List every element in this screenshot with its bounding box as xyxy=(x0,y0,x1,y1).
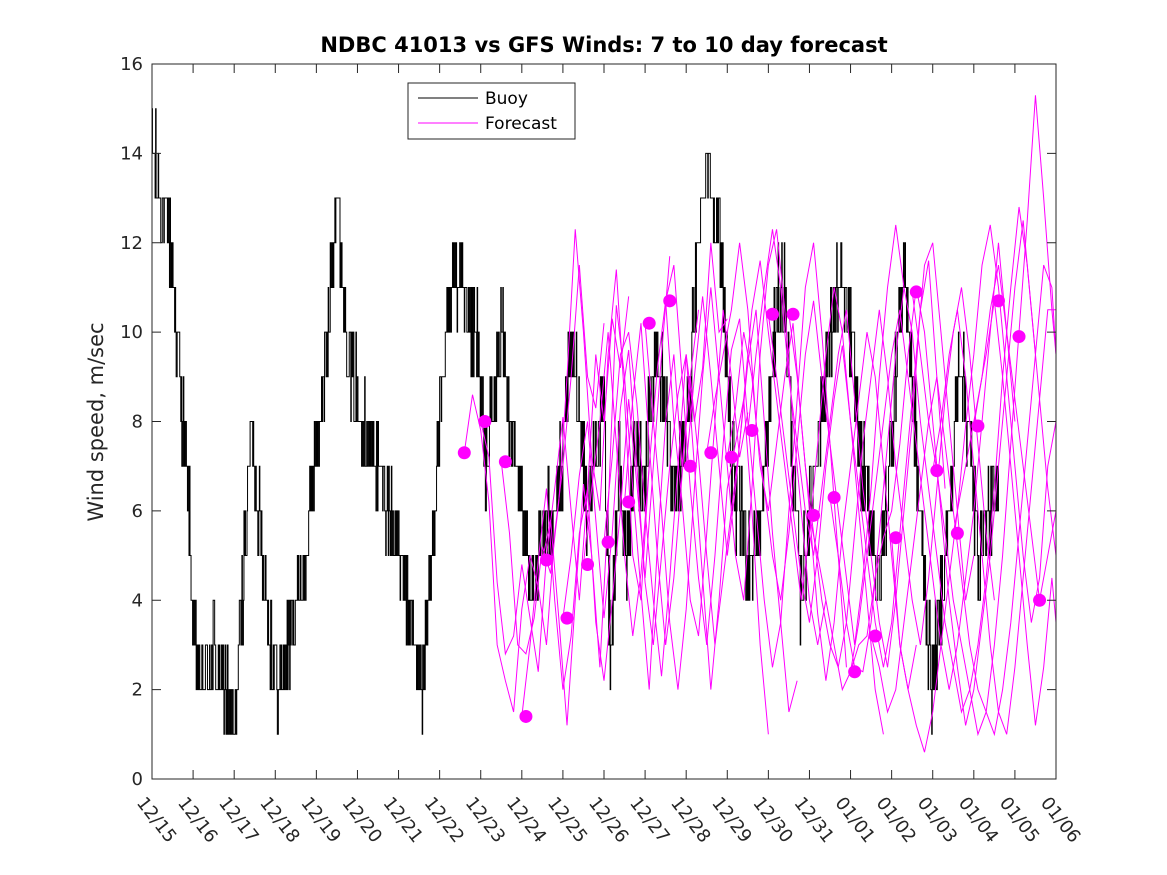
y-tick-label: 4 xyxy=(132,590,143,611)
forecast-line-5 xyxy=(541,305,700,726)
forecast-line-17 xyxy=(788,287,995,670)
y-tick-label: 8 xyxy=(132,412,143,433)
forecast-marker xyxy=(519,709,533,723)
forecast-marker xyxy=(827,490,841,504)
forecast-marker xyxy=(991,294,1005,308)
forecast-line-22 xyxy=(891,224,1057,753)
forecast-line-11 xyxy=(665,242,847,668)
y-tick-label: 10 xyxy=(120,322,143,343)
forecast-marker xyxy=(683,459,697,473)
forecast-marker xyxy=(786,307,800,321)
forecast-marker xyxy=(478,415,492,428)
legend-box xyxy=(407,82,576,140)
y-tick-label: 2 xyxy=(132,680,143,701)
forecast-marker xyxy=(539,553,553,567)
forecast-line-8 xyxy=(603,331,769,735)
forecast-marker xyxy=(909,285,923,299)
forecast-marker xyxy=(663,294,677,308)
forecast-line-2 xyxy=(480,296,630,672)
legend-buoy-label: Buoy xyxy=(485,89,528,109)
forecast-line-25 xyxy=(952,300,1057,726)
forecast-line-19 xyxy=(829,206,1036,714)
forecast-line-14 xyxy=(726,323,917,690)
forecast-line-20 xyxy=(850,220,1057,726)
forecast-line-21 xyxy=(870,264,1057,737)
forecast-marker xyxy=(704,446,718,460)
y-axis-ticks: 0 2 4 6 8 10 12 14 16 xyxy=(120,54,1056,790)
forecast-marker xyxy=(622,495,636,509)
forecast-marker xyxy=(1033,593,1047,607)
legend: Buoy Forecast xyxy=(407,82,576,140)
y-axis-label: Wind speed, m/sec xyxy=(84,322,108,521)
forecast-marker xyxy=(971,419,985,433)
forecast-marker xyxy=(560,611,574,625)
forecast-marker xyxy=(457,446,471,460)
forecast-marker xyxy=(601,535,615,549)
forecast-line-1 xyxy=(463,265,605,713)
forecast-line-26 xyxy=(973,264,1057,601)
forecast-marker xyxy=(724,450,738,464)
y-tick-label: 12 xyxy=(120,233,143,254)
forecast-line-16 xyxy=(767,242,975,668)
forecast-line-3 xyxy=(500,229,650,655)
forecast-marker xyxy=(581,558,595,571)
forecast-marker xyxy=(950,526,964,540)
y-tick-label: 14 xyxy=(120,143,143,164)
y-tick-label: 16 xyxy=(120,54,143,75)
y-tick-label: 6 xyxy=(132,501,143,522)
forecast-marker xyxy=(868,629,882,643)
forecast-marker xyxy=(642,316,656,330)
forecast-marker xyxy=(930,464,944,478)
forecast-marker xyxy=(889,531,903,545)
forecast-markers xyxy=(457,285,1047,723)
forecast-line-18 xyxy=(808,242,1016,692)
forecast-line-10 xyxy=(644,229,827,690)
forecast-line-15 xyxy=(747,229,946,668)
forecast-marker xyxy=(745,423,759,437)
forecast-marker xyxy=(1012,330,1026,344)
forecast-line-13 xyxy=(706,224,905,646)
forecast-marker xyxy=(807,508,821,522)
buoy-line xyxy=(152,108,999,735)
y-tick-label: 0 xyxy=(132,769,143,790)
buoy-series xyxy=(152,108,999,735)
forecast-marker xyxy=(848,665,862,679)
forecast-line-6 xyxy=(562,242,728,646)
legend-forecast-label: Forecast xyxy=(485,114,557,134)
forecast-line-24 xyxy=(932,309,1056,735)
forecast-marker xyxy=(498,455,512,469)
forecast-marker xyxy=(765,307,779,321)
chart-title: NDBC 41013 vs GFS Winds: 7 to 10 day for… xyxy=(320,33,887,57)
